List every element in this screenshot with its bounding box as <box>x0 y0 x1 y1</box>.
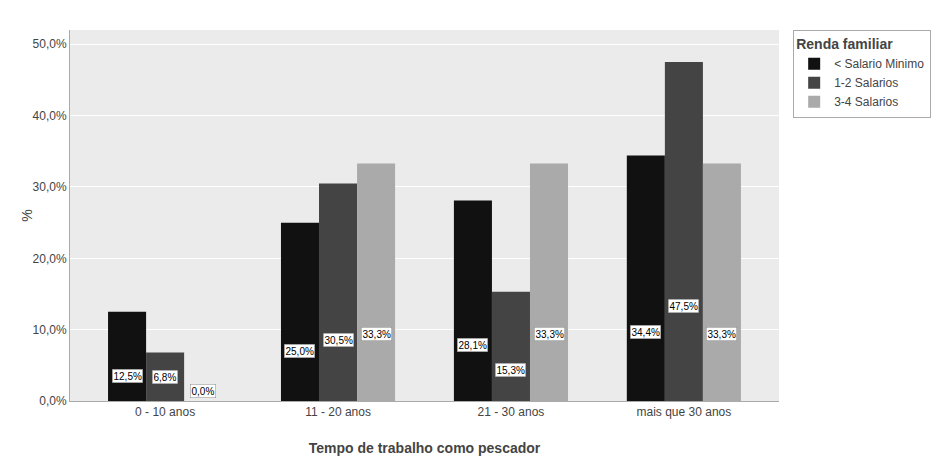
svg-text:28,1%: 28,1% <box>459 340 487 351</box>
svg-text:20,0%: 20,0% <box>33 252 67 266</box>
svg-text:34,4%: 34,4% <box>632 327 660 338</box>
svg-text:0 - 10 anos: 0 - 10 anos <box>135 405 195 419</box>
svg-text:12,5%: 12,5% <box>114 371 142 382</box>
svg-text:Tempo de trabalho como pescado: Tempo de trabalho como pescador <box>309 440 541 456</box>
svg-text:47,5%: 47,5% <box>670 301 698 312</box>
svg-text:33,3%: 33,3% <box>536 329 564 340</box>
svg-text:33,3%: 33,3% <box>363 329 391 340</box>
svg-text:30,0%: 30,0% <box>33 180 67 194</box>
svg-text:11 - 20 anos: 11 - 20 anos <box>305 405 371 419</box>
svg-text:21 - 30 anos: 21 - 30 anos <box>478 405 545 419</box>
svg-text:3-4 Salarios: 3-4 Salarios <box>834 95 898 109</box>
svg-text:0,0%: 0,0% <box>39 394 67 408</box>
svg-text:Renda familiar: Renda familiar <box>796 36 893 52</box>
svg-text:< Salario Minimo: < Salario Minimo <box>834 57 924 71</box>
svg-text:15,3%: 15,3% <box>497 365 525 376</box>
svg-text:50,0%: 50,0% <box>33 37 67 51</box>
svg-text:mais que 30 anos: mais que 30 anos <box>637 405 732 419</box>
svg-text:30,5%: 30,5% <box>325 335 353 346</box>
svg-text:10,0%: 10,0% <box>33 323 67 337</box>
svg-text:0,0%: 0,0% <box>192 386 215 397</box>
svg-text:1-2 Salarios: 1-2 Salarios <box>834 76 898 90</box>
svg-text:33,3%: 33,3% <box>708 329 736 340</box>
svg-text:%: % <box>19 209 35 221</box>
svg-text:40,0%: 40,0% <box>33 109 67 123</box>
svg-text:6,8%: 6,8% <box>154 372 177 383</box>
svg-text:25,0%: 25,0% <box>286 346 314 357</box>
